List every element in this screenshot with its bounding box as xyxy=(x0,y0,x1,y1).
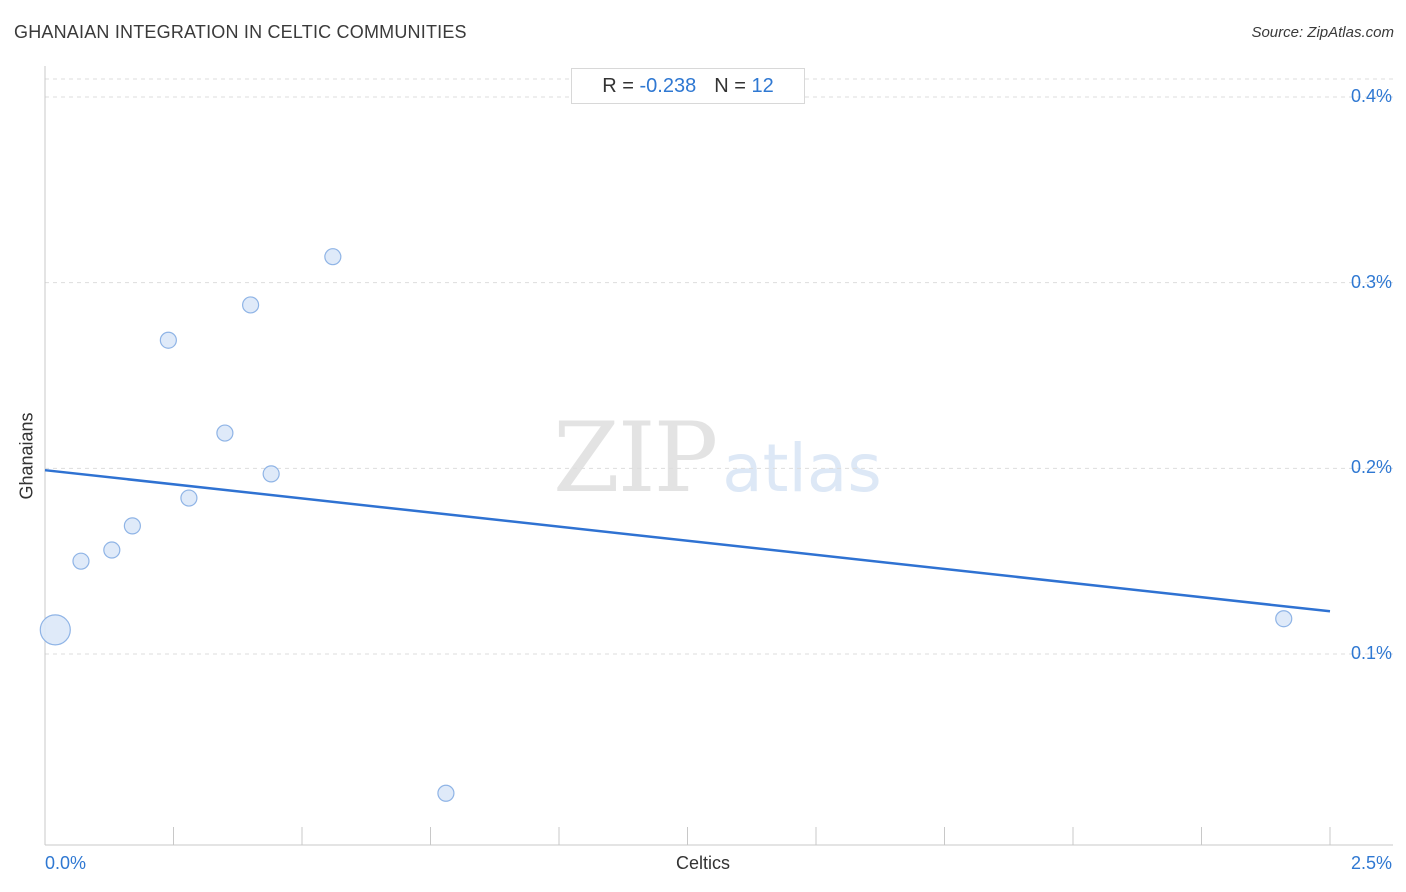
data-point xyxy=(216,424,234,442)
data-point xyxy=(437,784,455,802)
data-point xyxy=(72,552,90,570)
axes xyxy=(44,66,1393,846)
data-points xyxy=(39,248,1293,802)
r-label: R = xyxy=(602,74,634,97)
trend-line xyxy=(44,468,1331,613)
r-value: -0.238 xyxy=(639,74,697,97)
y-tick-label: 0.1% xyxy=(1350,643,1392,663)
data-point xyxy=(1275,610,1293,628)
correlation-stats-box: R = -0.238 N = 12 xyxy=(571,68,805,104)
chart-title: GHANAIAN INTEGRATION IN CELTIC COMMUNITI… xyxy=(14,22,467,42)
x-axis-label: Celtics xyxy=(675,853,730,873)
y-tick-label: 0.2% xyxy=(1350,457,1392,478)
y-axis-label: Ghanaians xyxy=(16,412,37,500)
grid-lines xyxy=(45,78,1393,655)
data-point xyxy=(324,248,342,266)
data-point xyxy=(242,296,260,314)
data-point xyxy=(123,517,141,535)
data-point xyxy=(262,465,280,483)
trend-line-group xyxy=(44,468,1331,613)
data-point xyxy=(159,331,177,349)
y-tick-label: 0.3% xyxy=(1350,271,1392,292)
data-point xyxy=(39,614,71,646)
y-tick-label: 0.4% xyxy=(1350,86,1392,106)
watermark-zip: ZIP xyxy=(553,402,718,514)
n-label: N = xyxy=(714,74,746,97)
source-credit: Source: ZipAtlas.com xyxy=(1251,24,1394,41)
n-value: 12 xyxy=(751,74,774,97)
data-point xyxy=(103,541,121,559)
x-tick-label-min: 0.0% xyxy=(45,853,87,873)
x-tick-label-max: 2.5% xyxy=(1350,853,1392,873)
data-point xyxy=(180,489,198,507)
